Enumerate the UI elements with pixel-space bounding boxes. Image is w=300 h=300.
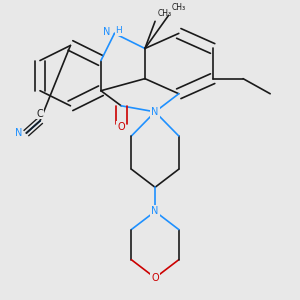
Text: O: O	[117, 122, 125, 132]
Text: N: N	[103, 27, 111, 37]
Text: O: O	[151, 273, 159, 283]
Text: CH₃: CH₃	[172, 3, 186, 12]
Text: H: H	[116, 26, 122, 35]
Text: N: N	[15, 128, 23, 138]
Text: C: C	[37, 109, 44, 118]
Text: CH₃: CH₃	[158, 9, 172, 18]
Text: N: N	[152, 107, 159, 117]
Text: N: N	[152, 206, 159, 216]
